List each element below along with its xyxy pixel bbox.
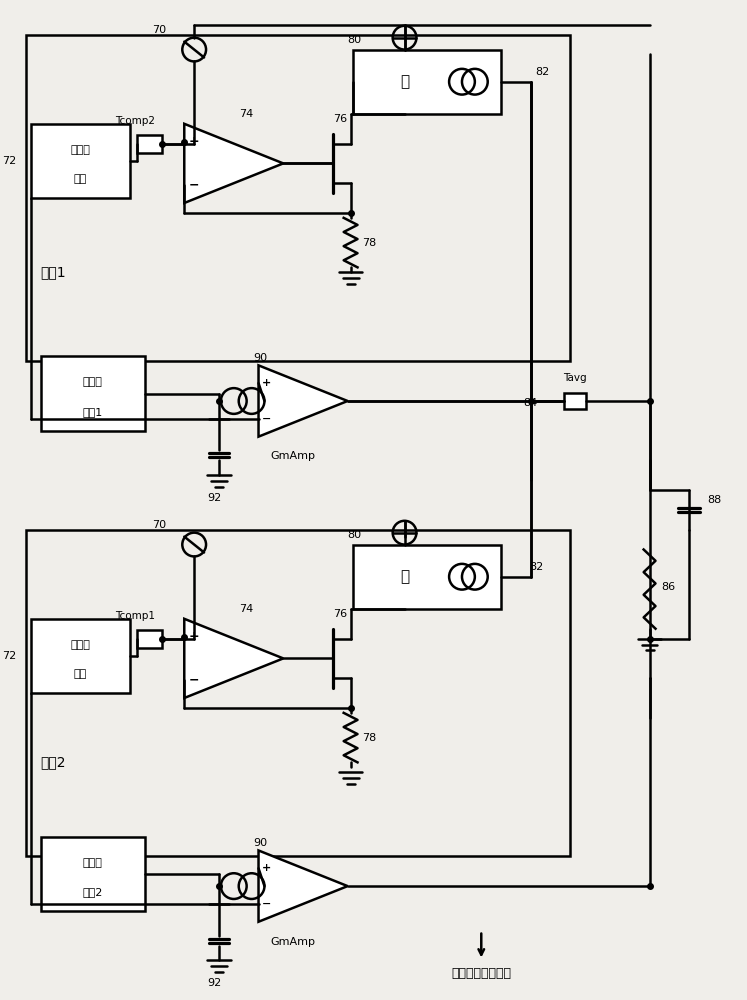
- Text: 76: 76: [332, 114, 347, 124]
- Text: 78: 78: [362, 733, 376, 743]
- Bar: [31, 124, 130, 198]
- Text: 90: 90: [253, 353, 267, 363]
- Text: +: +: [261, 378, 271, 388]
- Text: 72: 72: [1, 156, 16, 166]
- Polygon shape: [258, 850, 347, 922]
- Text: −: −: [261, 899, 271, 909]
- Text: 镜: 镜: [400, 569, 409, 584]
- Text: 84: 84: [524, 398, 538, 408]
- Text: 针对每一相位重复: 针对每一相位重复: [451, 967, 511, 980]
- Text: 温度传: 温度传: [70, 145, 90, 155]
- Text: 温度传: 温度传: [70, 640, 90, 650]
- Bar: [31, 619, 130, 693]
- Text: 78: 78: [362, 238, 376, 248]
- Text: −: −: [189, 674, 199, 687]
- Text: 80: 80: [347, 35, 362, 45]
- Text: Tavg: Tavg: [563, 373, 587, 383]
- Text: 镜: 镜: [400, 74, 409, 89]
- Polygon shape: [258, 365, 347, 437]
- Text: GmAmp: GmAmp: [270, 937, 316, 947]
- Text: 82: 82: [536, 67, 550, 77]
- Text: 72: 72: [1, 651, 16, 661]
- Text: Tcomp2: Tcomp2: [115, 116, 155, 126]
- Bar: [353, 50, 501, 114]
- Text: 82: 82: [529, 562, 543, 572]
- Bar: [137, 630, 162, 648]
- Bar: [41, 356, 145, 431]
- Bar: [565, 393, 586, 409]
- Bar: [137, 135, 162, 153]
- Text: 热补偿: 热补偿: [83, 377, 102, 387]
- Bar: [26, 530, 571, 856]
- Text: Tcomp1: Tcomp1: [115, 611, 155, 621]
- Text: 70: 70: [152, 520, 167, 530]
- Text: 88: 88: [707, 495, 722, 505]
- Text: 热补偿: 热补偿: [83, 858, 102, 868]
- Text: 74: 74: [239, 604, 253, 614]
- Text: 80: 80: [347, 530, 362, 540]
- Text: 相位2: 相位2: [41, 755, 66, 769]
- Text: 90: 90: [253, 838, 267, 848]
- Polygon shape: [185, 124, 283, 203]
- Text: 92: 92: [207, 493, 221, 503]
- Text: 相位1: 相位1: [41, 265, 66, 279]
- Text: 70: 70: [152, 25, 167, 35]
- Text: −: −: [189, 179, 199, 192]
- Bar: [353, 545, 501, 609]
- Text: GmAmp: GmAmp: [270, 451, 316, 461]
- Polygon shape: [185, 619, 283, 698]
- Text: 感器: 感器: [74, 174, 87, 184]
- Text: +: +: [189, 630, 199, 643]
- Text: +: +: [261, 863, 271, 873]
- Text: 92: 92: [207, 978, 221, 988]
- Bar: [26, 35, 571, 361]
- Text: 控制2: 控制2: [82, 887, 103, 897]
- Text: 控制1: 控制1: [83, 407, 103, 417]
- Text: 感器: 感器: [74, 669, 87, 679]
- Text: +: +: [189, 135, 199, 148]
- Text: 74: 74: [239, 109, 253, 119]
- Text: −: −: [261, 414, 271, 424]
- Bar: [41, 837, 145, 911]
- Text: 86: 86: [661, 582, 675, 592]
- Text: 76: 76: [332, 609, 347, 619]
